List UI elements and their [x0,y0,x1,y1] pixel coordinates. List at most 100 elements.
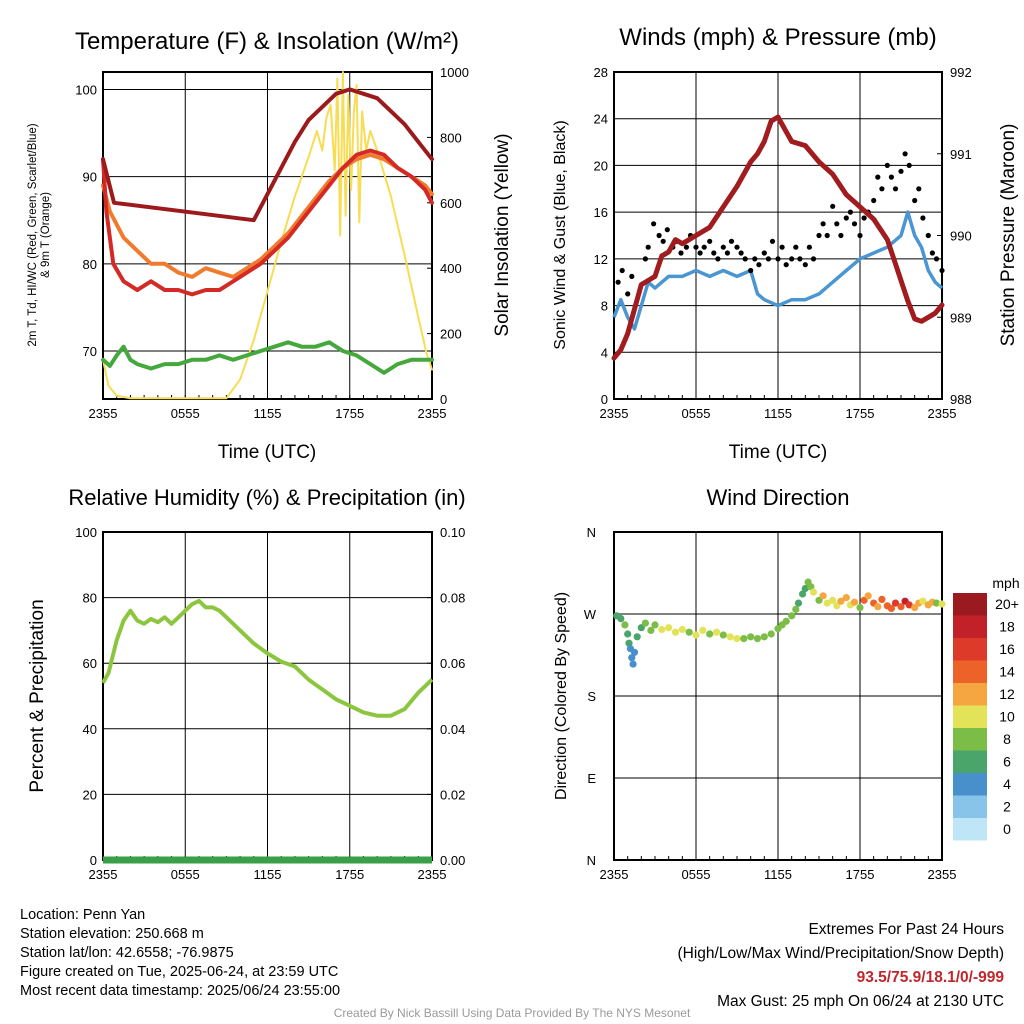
temperature-x-tick-label: 2355 [89,406,118,421]
winds-y-tick-label: 28 [594,65,608,80]
humidity-x-tick-label: 2355 [418,867,447,882]
gust-point [734,244,740,250]
direction-point [651,621,659,629]
temperature-series-insolation [102,71,433,400]
gust-point [892,186,899,192]
direction-x-tick-label: 2355 [928,867,957,882]
direction-point [829,596,837,604]
winds-y-tick-label: 8 [601,299,608,314]
legend-level-label: 0 [1003,821,1011,837]
direction-point [617,615,625,623]
gust-point [838,232,844,239]
legend-unit-label: mph [992,575,1019,591]
gust-point [830,203,836,209]
direction-point [864,592,872,600]
gust-point [656,232,662,239]
direction-point [850,598,859,606]
direction-point [747,633,755,641]
gust-point [711,250,717,256]
direction-point [712,628,721,636]
direction-point [629,660,637,668]
temperature-y-right-tick-label: 800 [440,130,462,145]
legend-swatch [953,683,987,706]
gust-point [793,244,799,250]
direction-point [733,635,741,643]
extremes-info: Extremes For Past 24 Hours (High/Low/Max… [678,918,1005,1014]
gust-point [824,232,830,239]
direction-point [658,625,666,634]
legend-level-label: 10 [999,709,1015,725]
winds-y-tick-label: 12 [594,252,608,267]
gust-point [683,244,690,250]
direction-point [726,633,734,641]
gust-point [816,232,822,239]
gust-point [884,162,890,168]
legend-level-label: 16 [999,641,1015,657]
direction-title: Wind Direction [706,485,849,510]
winds-y-right-tick-label: 991 [950,147,972,162]
gust-point [843,215,849,221]
gust-point [797,256,803,262]
temperature-y-label-line2: & 9m T (Orange) [40,192,52,278]
legend-swatch [953,728,987,751]
winds-plot-frame [613,71,943,400]
direction-point [767,630,775,638]
extremes-values: 93.5/75.9/18.1/0/-999 [856,969,1004,986]
winds-title: Winds (mph) & Pressure (mb) [619,24,936,51]
gust-point [615,279,621,285]
temperature-y-right-tick-label: 600 [440,196,462,211]
gust-point [933,256,940,262]
elevation-text: Station elevation: 250.668 m [20,926,204,942]
winds-x-tick-label: 0555 [682,406,711,421]
legend-swatch [953,638,987,661]
temperature-series-dewpoint [101,340,434,375]
gust-point [660,238,666,244]
direction-x-tick-label: 2355 [600,867,629,882]
winds-y-tick-label: 4 [601,345,608,360]
direction-point [685,628,693,636]
gust-point [888,174,895,180]
temperature-title: Temperature (F) & Insolation (W/m²) [75,28,459,55]
gust-point [898,168,904,174]
station-info: Location: Penn Yan Station elevation: 25… [20,906,340,1001]
humidity-y-tick-label: 60 [83,656,97,671]
gust-point [906,162,912,168]
humidity-x-tick-label: 0555 [171,867,200,882]
gust-point [724,250,731,256]
extremes-heading: Extremes For Past 24 Hours [808,921,1004,938]
legend-level-label: 12 [999,686,1015,702]
legend-level-label: 2 [1003,799,1011,815]
humidity-x-tick-label: 2355 [89,867,118,882]
direction-point [809,588,818,596]
direction-point [874,603,882,611]
direction-point [905,601,913,609]
gust-point [645,244,651,250]
humidity-y-right-tick-label: 0.02 [440,787,465,802]
direction-y-tick-label: N [587,853,596,868]
winds-y-right-tick-label: 990 [950,229,972,244]
gust-point [625,291,631,297]
legend-level-label: 8 [1003,731,1011,747]
direction-point [740,635,748,643]
location-text: Location: Penn Yan [20,907,146,923]
winds-y-right-tick-label: 992 [950,65,972,80]
legend-swatch [953,660,987,683]
direction-point [891,599,900,607]
direction-point [794,599,803,607]
direction-point [637,624,645,632]
temperature-y-label-line1: 2m T, Td, HI/WC (Red, Green, Scarlet/Blu… [27,123,39,346]
gust-point [789,256,795,262]
humidity-y-right-tick-label: 0.08 [440,591,465,606]
gust-point [728,238,735,244]
gust-point [752,256,758,262]
max-gust-text: Max Gust: 25 mph On 06/24 at 2130 UTC [717,993,1004,1010]
winds-x-label: Time (UTC) [729,442,828,463]
gust-point [875,174,881,180]
gust-point [707,238,713,244]
temperature-x-tick-label: 1755 [335,406,364,421]
direction-point [878,595,886,604]
humidity-y-tick-label: 20 [83,787,97,802]
direction-point [938,600,946,608]
direction-point [641,619,650,627]
